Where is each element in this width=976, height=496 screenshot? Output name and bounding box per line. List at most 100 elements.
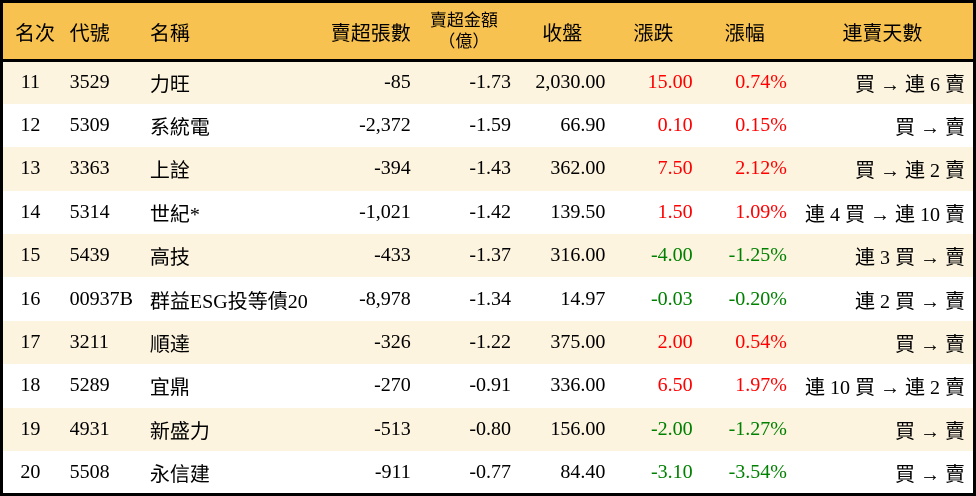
- table-row: 19 4931 新盛力 -513 -0.80 156.00 -2.00 -1.2…: [1, 407, 975, 452]
- code-cell: 5309: [69, 114, 110, 137]
- rank-cell: 14: [20, 200, 41, 223]
- column-header-rank: 名次: [1, 1, 58, 62]
- table-row: 18 5289 宜鼎 -270 -0.91 336.00 6.50 1.97% …: [1, 364, 975, 408]
- code-cell: 5289: [69, 374, 110, 397]
- amount-cell: -1.42: [469, 200, 512, 223]
- name-cell: 順達: [149, 334, 190, 357]
- rank-cell: 19: [20, 417, 41, 440]
- column-header-amount-line1: 賣超金額: [429, 10, 498, 30]
- column-header-volume: 賣超張數: [324, 1, 413, 62]
- change-pct-cell: 1.09%: [735, 200, 787, 223]
- amount-cell: -0.91: [469, 374, 512, 397]
- close-cell: 139.50: [550, 200, 606, 223]
- streak-cell: 買 → 賣: [895, 117, 965, 140]
- amount-cell: -1.73: [469, 71, 512, 94]
- code-cell: 3211: [69, 331, 109, 354]
- volume-cell: -513: [374, 417, 411, 440]
- table-row: 16 00937B 群益ESG投等債20 -8,978 -1.34 14.97 …: [1, 277, 975, 321]
- streak-cell: 連 4 買 → 連 10 賣: [805, 203, 965, 226]
- close-cell: 2,030.00: [535, 71, 606, 94]
- table-row: 15 5439 高技 -433 -1.37 316.00 -4.00 -1.25…: [1, 234, 975, 278]
- name-cell: 系統電: [149, 117, 210, 140]
- amount-cell: -1.59: [469, 114, 512, 137]
- rank-cell: 13: [20, 157, 41, 180]
- table-row: 14 5314 世紀* -1,021 -1.42 139.50 1.50 1.0…: [1, 190, 975, 235]
- change-pct-cell: 0.74%: [735, 71, 787, 94]
- change-cell: -3.10: [650, 460, 693, 483]
- streak-cell: 買 → 賣: [895, 420, 965, 443]
- change-cell: 6.50: [657, 374, 693, 397]
- change-cell: 15.00: [647, 71, 693, 94]
- streak-cell: 買 → 連 6 賣: [855, 74, 965, 97]
- streak-cell: 買 → 連 2 賣: [855, 160, 965, 183]
- volume-cell: -911: [374, 460, 411, 483]
- column-header-amount-line2: （億）: [438, 32, 490, 51]
- change-pct-cell: 2.12%: [735, 157, 787, 180]
- column-header-amount: 賣超金額 （億）: [412, 1, 516, 62]
- code-cell: 3529: [69, 71, 110, 94]
- code-cell: 5439: [69, 244, 110, 267]
- rank-cell: 18: [20, 374, 41, 397]
- amount-cell: -1.34: [469, 287, 512, 310]
- change-cell: -4.00: [650, 244, 693, 267]
- close-cell: 14.97: [560, 287, 606, 310]
- volume-cell: -394: [374, 157, 411, 180]
- change-pct-cell: -0.20%: [728, 287, 787, 310]
- code-cell: 4931: [69, 417, 110, 440]
- rank-cell: 12: [20, 114, 41, 137]
- volume-cell: -1,021: [359, 200, 411, 223]
- change-pct-cell: -1.27%: [728, 417, 787, 440]
- streak-cell: 買 → 賣: [895, 334, 965, 357]
- rank-cell: 20: [20, 460, 41, 483]
- change-pct-cell: 0.54%: [735, 331, 787, 354]
- amount-cell: -1.43: [469, 157, 512, 180]
- code-cell: 3363: [69, 157, 110, 180]
- volume-cell: -85: [384, 71, 411, 94]
- volume-cell: -270: [374, 374, 411, 397]
- code-cell: 5508: [69, 460, 110, 483]
- table-row: 11 3529 力旺 -85 -1.73 2,030.00 15.00 0.74…: [1, 60, 975, 104]
- name-cell: 群益ESG投等債20: [149, 290, 308, 313]
- table-row: 12 5309 系統電 -2,372 -1.59 66.90 0.10 0.15…: [1, 103, 975, 148]
- code-cell: 00937B: [69, 287, 134, 310]
- change-pct-cell: 0.15%: [735, 114, 787, 137]
- volume-cell: -2,372: [359, 114, 411, 137]
- name-cell: 新盛力: [149, 420, 210, 443]
- name-cell: 高技: [149, 247, 190, 270]
- amount-cell: -0.80: [469, 417, 512, 440]
- close-cell: 66.90: [560, 114, 606, 137]
- change-cell: -0.03: [650, 287, 693, 310]
- amount-cell: -1.22: [469, 331, 512, 354]
- rank-cell: 17: [20, 331, 41, 354]
- header-row: 名次 代號 名稱 賣超張數 賣超金額 （億） 收盤 漲跌 漲幅 連賣天數: [1, 1, 975, 62]
- change-cell: 7.50: [657, 157, 693, 180]
- streak-cell: 買 → 賣: [895, 463, 965, 486]
- column-header-change: 漲跌: [609, 1, 698, 62]
- close-cell: 84.40: [560, 460, 606, 483]
- name-cell: 宜鼎: [149, 377, 190, 400]
- name-cell: 永信建: [149, 463, 210, 486]
- volume-cell: -8,978: [359, 287, 411, 310]
- change-cell: 2.00: [657, 331, 693, 354]
- change-cell: 0.10: [657, 114, 693, 137]
- change-cell: 1.50: [657, 200, 693, 223]
- name-cell: 世紀*: [149, 203, 200, 226]
- column-header-change-pct: 漲幅: [697, 1, 792, 62]
- column-header-name: 名稱: [141, 1, 325, 62]
- close-cell: 336.00: [550, 374, 606, 397]
- close-cell: 375.00: [550, 331, 606, 354]
- close-cell: 316.00: [550, 244, 606, 267]
- table-row: 13 3363 上詮 -394 -1.43 362.00 7.50 2.12% …: [1, 147, 975, 191]
- volume-cell: -326: [374, 331, 411, 354]
- amount-cell: -0.77: [469, 460, 512, 483]
- code-cell: 5314: [69, 200, 110, 223]
- rank-cell: 15: [20, 244, 41, 267]
- column-header-code: 代號: [57, 1, 142, 62]
- table-row: 17 3211 順達 -326 -1.22 375.00 2.00 0.54% …: [1, 320, 975, 365]
- close-cell: 362.00: [550, 157, 606, 180]
- change-pct-cell: 1.97%: [735, 374, 787, 397]
- close-cell: 156.00: [550, 417, 606, 440]
- change-pct-cell: -1.25%: [728, 244, 787, 267]
